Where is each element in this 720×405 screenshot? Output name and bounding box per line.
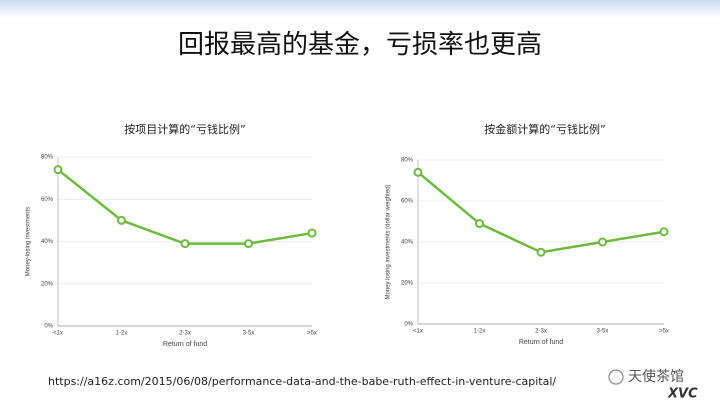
source-url: https://a16z.com/2015/06/08/performance-… [48,375,556,388]
wechat-icon [608,369,624,385]
y-axis-label: Money losing investments (dollar weighte… [386,184,392,299]
y-tick-label: 0% [44,324,53,330]
y-tick-label: 40% [401,240,414,246]
point [475,219,484,229]
point [53,165,63,175]
x-tick-label: 1-2x [474,329,486,335]
x-tick-label: 2-3x [179,331,191,337]
y-tick-label: 40% [41,239,54,245]
x-axis-label: Return of fund [519,339,563,346]
y-tick-label: 0% [404,322,413,328]
x-tick-label: >5x [307,331,317,337]
x-tick-label: <1x [53,331,63,337]
point [413,167,423,177]
y-tick-label: 80% [401,158,414,164]
x-axis-label: Return of fund [163,341,207,348]
top-band [0,0,720,18]
x-tick-label: <1x [413,329,423,335]
x-tick-label: 3-5x [597,329,609,335]
point [307,228,317,238]
y-tick-label: 80% [41,155,54,161]
line [417,171,665,254]
point [536,247,546,257]
y-tick-label: 60% [401,199,414,205]
y-tick-label: 20% [401,281,414,287]
chart-title: 按金额计算的“亏钱比例” [484,122,605,136]
point [180,239,190,249]
y-axis-label: Money-losing investments [26,207,32,276]
point [598,237,607,247]
chart-title: 按项目计算的“亏钱比例” [124,122,245,136]
y-tick-label: 60% [41,197,54,203]
x-tick-label: 1-2x [116,331,128,337]
watermark: 天使茶馆 [628,368,684,385]
watermark-logo: XVC [667,387,698,402]
point [244,239,253,249]
x-tick-label: >5x [659,329,669,335]
line [57,168,313,245]
point [659,227,669,237]
x-tick-label: 3-5x [243,331,255,337]
point [117,215,126,225]
y-tick-label: 20% [41,281,54,287]
x-tick-label: 2-3x [535,329,547,335]
slide-title: 回报最高的基金，亏损率也更高 [178,30,542,60]
